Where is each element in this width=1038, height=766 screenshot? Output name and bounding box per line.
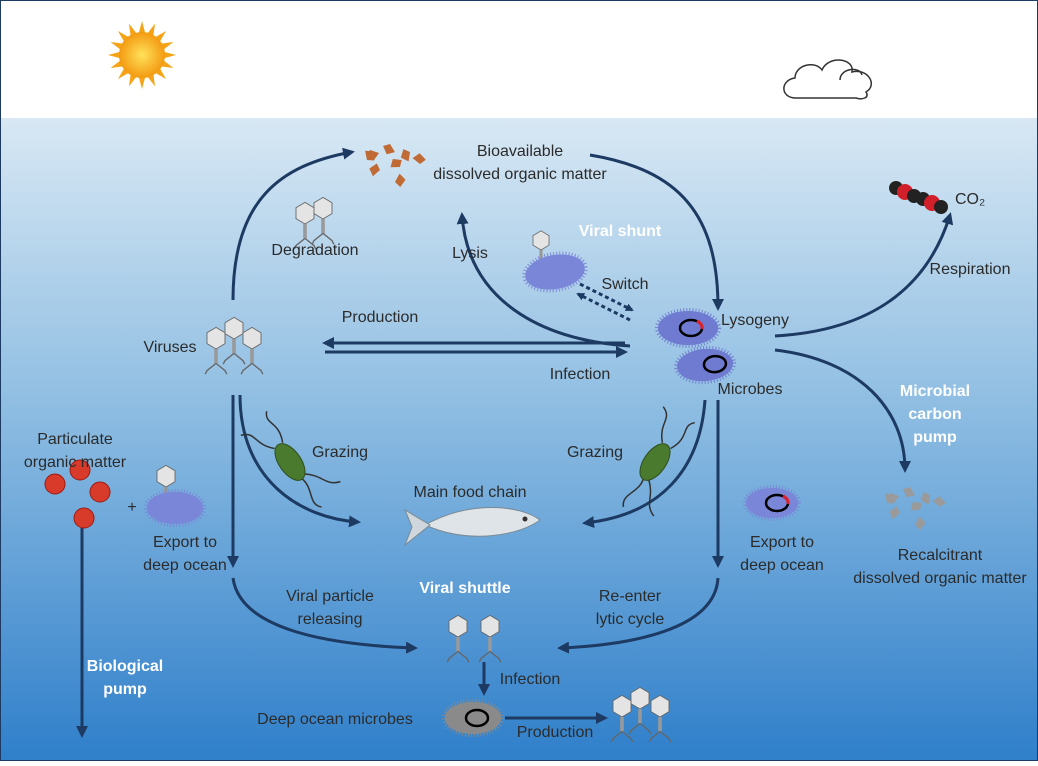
label: dissolved organic matter [433, 166, 607, 183]
label: + [127, 499, 136, 516]
label: lytic cycle [596, 611, 665, 628]
microbe-core [746, 488, 798, 518]
label: Degradation [271, 242, 358, 259]
diagram: Bioavailable dissolved organic matter CO₂ D… [0, 0, 1038, 761]
label: organic matter [24, 454, 127, 471]
virus-tail [321, 219, 325, 233]
poc-particle [74, 508, 94, 528]
label: deep ocean [143, 557, 227, 574]
label: CO₂ [955, 191, 985, 208]
label: releasing [298, 611, 363, 628]
microbe [445, 702, 501, 734]
virus-tail [620, 717, 624, 731]
label: Grazing [567, 444, 623, 461]
label: Particulate [37, 431, 113, 448]
label: Microbial [900, 383, 970, 400]
label: Infection [550, 366, 610, 383]
label: Export to [750, 534, 814, 551]
label: Grazing [312, 444, 368, 461]
oxygen [934, 200, 948, 214]
microbe-core [658, 311, 718, 345]
label: Viral shuttle [419, 580, 510, 597]
virus-tail [214, 349, 218, 363]
microbe-core [147, 492, 203, 524]
sun [108, 21, 176, 89]
microbe [658, 311, 718, 345]
poc-particle [45, 474, 65, 494]
virus-tail [232, 339, 236, 353]
label: pump [103, 681, 147, 698]
microbe [746, 488, 798, 518]
sun-disc [119, 32, 165, 78]
label: Infection [500, 671, 560, 688]
virus-tail [658, 717, 662, 731]
label: Production [517, 724, 594, 741]
label: Re-enter [599, 588, 662, 605]
label: Bioavailable [477, 143, 563, 160]
label: pump [913, 429, 957, 446]
label: Deep ocean microbes [257, 711, 413, 728]
microbe [147, 492, 203, 524]
label: Viral particle [286, 588, 374, 605]
fish-eye [523, 517, 528, 522]
label: Respiration [930, 261, 1011, 278]
virus-tail [638, 709, 642, 723]
label: Lysogeny [721, 312, 789, 329]
virus-tail [303, 224, 307, 238]
label: carbon [908, 406, 961, 423]
label: deep ocean [740, 557, 824, 574]
label: Production [342, 309, 419, 326]
poc-particle [90, 482, 110, 502]
microbe-core [445, 702, 501, 734]
label: Switch [601, 276, 648, 293]
label: Main food chain [414, 484, 527, 501]
label: Microbes [718, 381, 783, 398]
label: Biological [87, 658, 163, 675]
virus-tail [488, 637, 492, 651]
label: Export to [153, 534, 217, 551]
label: dissolved organic matter [853, 570, 1027, 587]
label: Recalcitrant [898, 547, 983, 564]
virus-tail [456, 637, 460, 651]
virus-tail [250, 349, 254, 363]
label: Viruses [143, 339, 196, 356]
label: Viral shunt [579, 223, 662, 240]
label: Lysis [452, 245, 488, 262]
